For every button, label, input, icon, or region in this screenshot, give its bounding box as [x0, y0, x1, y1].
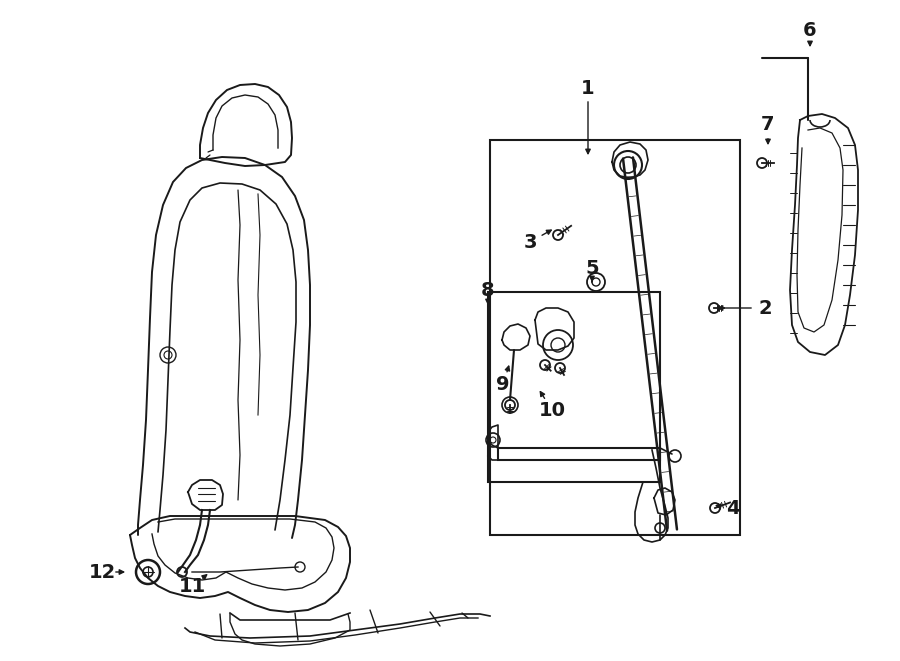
- Text: 3: 3: [523, 233, 536, 251]
- Text: 4: 4: [726, 498, 740, 518]
- Text: 5: 5: [585, 258, 598, 278]
- Text: 9: 9: [496, 375, 509, 395]
- Bar: [488, 292, 660, 482]
- Text: 8: 8: [482, 280, 495, 299]
- Text: 1: 1: [581, 79, 595, 98]
- Text: 2: 2: [758, 299, 772, 317]
- Text: 11: 11: [178, 578, 205, 596]
- Bar: [490, 140, 740, 535]
- Bar: [498, 448, 660, 460]
- Text: 6: 6: [803, 20, 817, 40]
- Text: 12: 12: [88, 563, 115, 582]
- Text: 10: 10: [538, 401, 565, 420]
- Text: 7: 7: [761, 116, 775, 134]
